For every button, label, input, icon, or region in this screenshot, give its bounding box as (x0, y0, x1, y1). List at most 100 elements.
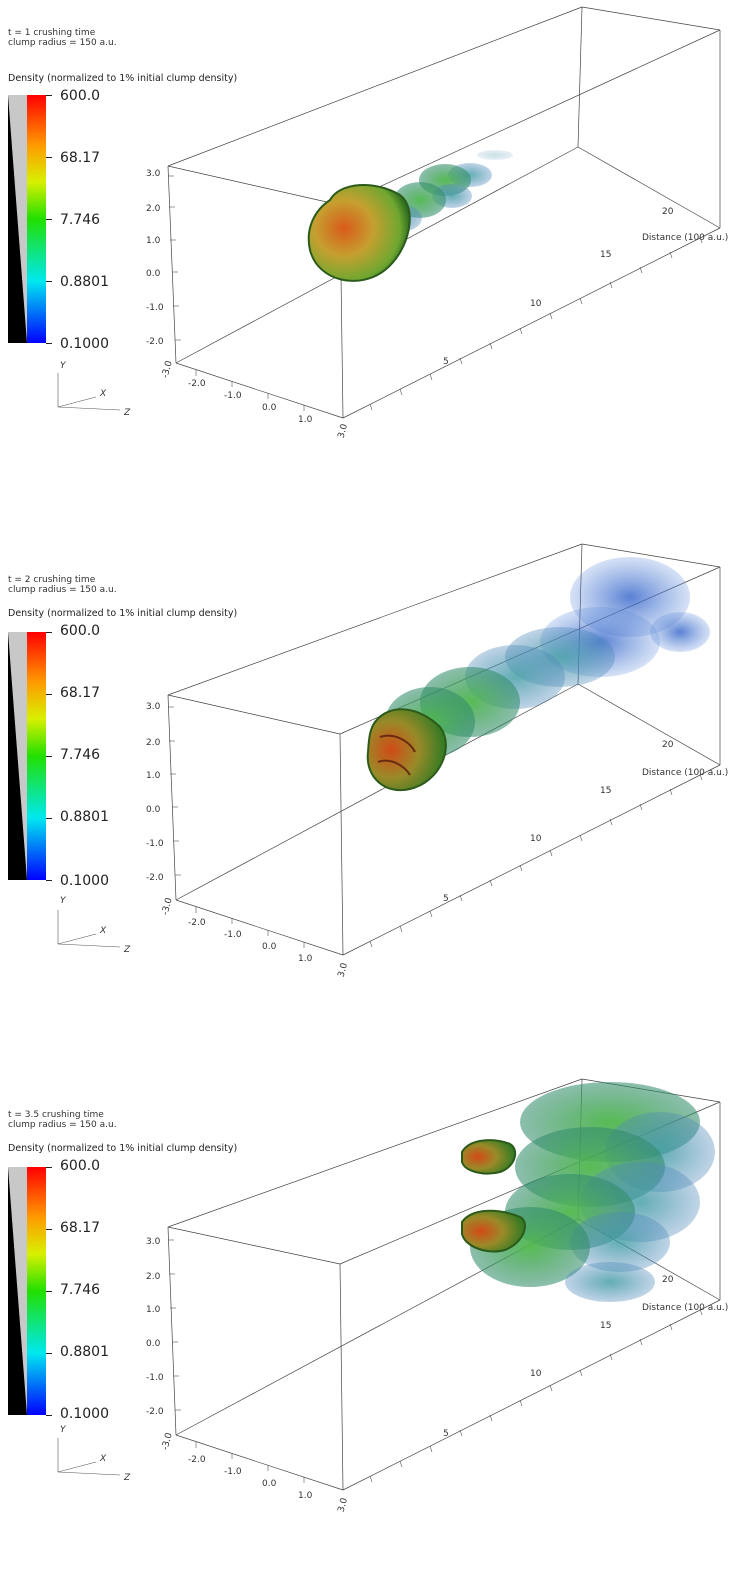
z-axis-labels: 5 10 15 20 Distance (100 a.u.) (443, 1275, 728, 1439)
triad-x-label: X (99, 1454, 107, 1464)
radius-label: clump radius = 150 a.u. (8, 1120, 117, 1130)
volume-render-scene: 3.0 2.0 1.0 0.0 -1.0 -2.0 -3.0 -2.0 -1.0… (57, 543, 728, 978)
z-axis-title: Distance (100 a.u.) (642, 233, 728, 243)
y-tick: 2.0 (146, 738, 161, 748)
y-tick: 3.0 (146, 1237, 161, 1247)
y-tick: -2.0 (146, 337, 164, 347)
x-tick: 3.0 (337, 962, 350, 979)
y-tick: -1.0 (146, 839, 164, 849)
axis-ticks (168, 706, 703, 948)
y-tick: 0.0 (146, 805, 161, 815)
z-tick: 5 (443, 894, 449, 904)
z-axis-title: Distance (100 a.u.) (642, 768, 728, 778)
colorbar-title: Density (normalized to 1% initial clump … (8, 608, 238, 619)
x-tick: 1.0 (298, 954, 313, 964)
x-tick: 0.0 (262, 942, 277, 952)
triad-z-label: Z (123, 945, 131, 955)
triad-z-label: Z (123, 408, 131, 418)
z-tick: 10 (530, 1369, 542, 1379)
z-tick: 5 (443, 1429, 449, 1439)
colorbar-label: 600.0 (60, 88, 101, 104)
x-tick: -2.0 (188, 379, 206, 389)
y-tick: -1.0 (146, 303, 164, 313)
triad-x-label: X (99, 926, 107, 936)
x-axis-labels: -2.0 -1.0 0.0 1.0 3.0 (188, 918, 350, 978)
z-tick: 15 (600, 786, 611, 796)
x-tick: -1.0 (224, 391, 242, 401)
colorbar-label: 7.746 (60, 212, 101, 228)
y-tick: 1.0 (146, 1305, 161, 1315)
colorbar-label: 68.17 (60, 685, 101, 701)
x-tick: 3.0 (337, 423, 350, 440)
z-tick: 20 (662, 1275, 674, 1285)
y-tick: 1.0 (146, 771, 161, 781)
z-tick: 20 (662, 207, 674, 217)
colorbar (8, 1167, 46, 1415)
x-axis-labels: -2.0 -1.0 0.0 1.0 3.0 (188, 1455, 350, 1513)
z-tick: 15 (600, 1321, 611, 1331)
y-tick: -2.0 (146, 873, 164, 883)
colorbar-label: 7.746 (60, 747, 101, 763)
colorbar-label: 0.8801 (60, 1344, 109, 1360)
orientation-triad: Y X Z (57, 1425, 131, 1483)
triad-y-label: Y (60, 1425, 67, 1435)
x-tick: 1.0 (298, 1491, 313, 1501)
z-axis-labels: 5 10 15 20 Distance (100 a.u.) (443, 207, 728, 367)
y-axis-labels: 3.0 2.0 1.0 0.0 -1.0 -2.0 -3.0 (146, 702, 175, 916)
colorbar-label: 600.0 (60, 623, 101, 639)
z-axis-title: Distance (100 a.u.) (642, 1303, 728, 1313)
render-panel-2: 3.0 2.0 1.0 0.0 -1.0 -2.0 -3.0 -2.0 -1.0… (0, 537, 735, 1042)
colorbar-label: 7.746 (60, 1282, 101, 1298)
x-tick: -1.0 (224, 1467, 242, 1477)
y-axis-labels: 3.0 2.0 1.0 0.0 -1.0 -2.0 -3.0 (146, 1237, 175, 1451)
axis-ticks (168, 175, 703, 411)
render-panel-1: 3.0 2.0 1.0 0.0 -1.0 -2.0 -3.0 -2.0 -1.0… (0, 0, 735, 505)
radius-label: clump radius = 150 a.u. (8, 38, 117, 48)
x-tick: 0.0 (262, 403, 277, 413)
y-tick: -2.0 (146, 1407, 164, 1417)
time-label: t = 3.5 crushing time (8, 1110, 104, 1120)
time-label: t = 1 crushing time (8, 28, 96, 38)
colorbar-label: 0.8801 (60, 809, 109, 825)
triad-z-label: Z (123, 1473, 131, 1483)
colorbar-label: 0.1000 (60, 873, 109, 889)
y-tick: 0.0 (146, 269, 161, 279)
x-tick: -2.0 (188, 1455, 206, 1465)
colorbar-title: Density (normalized to 1% initial clump … (8, 1143, 238, 1154)
colorbar-label: 600.0 (60, 1158, 101, 1174)
y-tick: 2.0 (146, 1272, 161, 1282)
y-axis-labels: 3.0 2.0 1.0 0.0 -1.0 -2.0 -3.0 (146, 169, 175, 379)
colorbar (8, 95, 46, 343)
z-tick: 20 (662, 740, 674, 750)
density-clump (461, 1082, 715, 1302)
x-tick: -2.0 (188, 918, 206, 928)
z-tick: 15 (600, 250, 611, 260)
density-clump (307, 150, 513, 282)
x-tick: -1.0 (224, 930, 242, 940)
y-tick: -3.0 (161, 360, 175, 380)
y-tick: 2.0 (146, 204, 161, 214)
x-tick: 0.0 (262, 1479, 277, 1489)
y-tick: 3.0 (146, 169, 161, 179)
y-tick: 0.0 (146, 1339, 161, 1349)
orientation-triad: Y X Z (57, 896, 131, 955)
axis-ticks (168, 1239, 703, 1483)
volume-render-scene: 3.0 2.0 1.0 0.0 -1.0 -2.0 -3.0 -2.0 -1.0… (57, 6, 728, 440)
radius-label: clump radius = 150 a.u. (8, 585, 117, 595)
colorbar-label: 68.17 (60, 150, 101, 166)
render-panel-3: 3.0 2.0 1.0 0.0 -1.0 -2.0 -3.0 -2.0 -1.0… (0, 1072, 735, 1577)
colorbar-label: 0.1000 (60, 336, 109, 352)
colorbar-title: Density (normalized to 1% initial clump … (8, 73, 238, 84)
y-tick: 1.0 (146, 236, 161, 246)
y-tick: -3.0 (161, 1432, 175, 1452)
volume-render-scene: 3.0 2.0 1.0 0.0 -1.0 -2.0 -3.0 -2.0 -1.0… (57, 1078, 728, 1513)
density-clump (366, 557, 710, 792)
z-tick: 10 (530, 299, 542, 309)
x-tick: 1.0 (298, 415, 313, 425)
time-label: t = 2 crushing time (8, 575, 96, 585)
z-axis-labels: 5 10 15 20 Distance (100 a.u.) (443, 740, 728, 904)
triad-y-label: Y (60, 361, 67, 371)
z-tick: 5 (443, 357, 449, 367)
triad-y-label: Y (60, 896, 67, 906)
colorbar-label: 68.17 (60, 1220, 101, 1236)
